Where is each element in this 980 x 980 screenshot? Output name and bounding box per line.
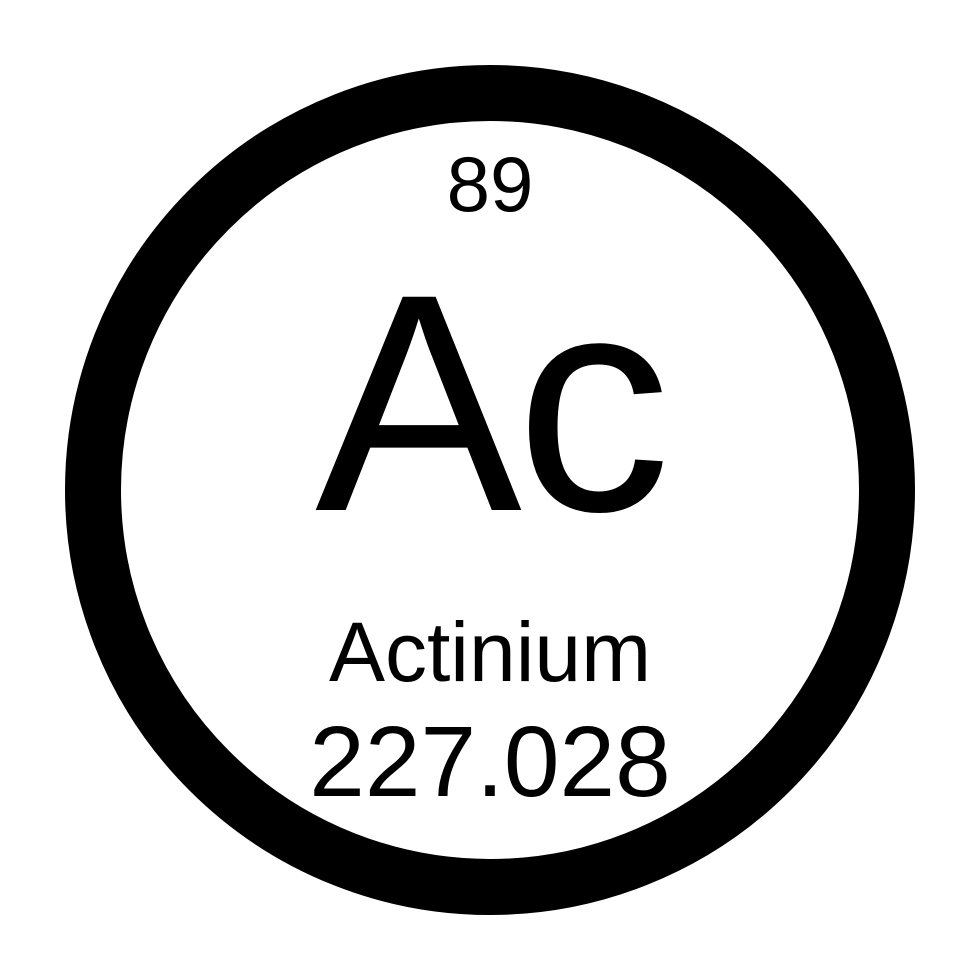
element-tile: 89 Ac Actinium 227.028: [0, 0, 980, 980]
element-circle: 89 Ac Actinium 227.028: [65, 65, 915, 915]
element-name: Actinium: [329, 610, 651, 694]
atomic-mass: 227.028: [309, 712, 670, 812]
atomic-number: 89: [447, 145, 534, 223]
element-symbol: Ac: [315, 248, 665, 558]
